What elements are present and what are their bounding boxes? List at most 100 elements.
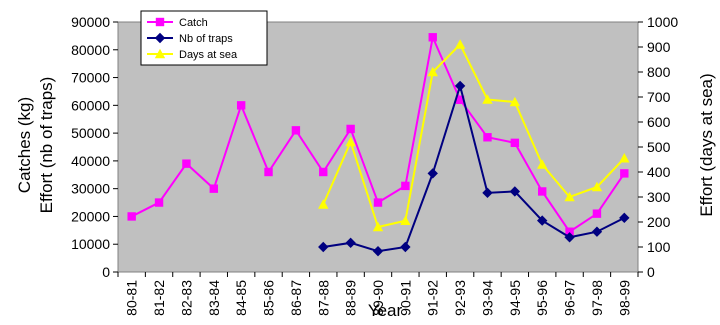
x-axis-title: Year bbox=[368, 301, 403, 320]
data-point bbox=[620, 169, 629, 178]
y-left-tick-label: 60000 bbox=[71, 97, 110, 113]
x-tick-label: 80-81 bbox=[124, 280, 140, 316]
y-left-tick-label: 50000 bbox=[71, 125, 110, 141]
y-right-tick-label: 200 bbox=[647, 214, 671, 230]
data-point bbox=[427, 168, 438, 179]
data-point bbox=[564, 232, 575, 243]
y-left-tick-label: 70000 bbox=[71, 70, 110, 86]
data-point bbox=[619, 212, 630, 224]
x-tick-label: 82-83 bbox=[178, 280, 194, 316]
x-tick-label: 85-86 bbox=[261, 280, 277, 316]
data-point bbox=[482, 187, 493, 199]
data-point bbox=[318, 199, 329, 209]
data-point bbox=[455, 95, 465, 104]
series-days-at-sea bbox=[318, 39, 630, 232]
legend-marker bbox=[154, 48, 166, 59]
y-right-tick-label: 900 bbox=[647, 39, 671, 55]
data-point bbox=[538, 187, 547, 196]
data-point bbox=[154, 198, 164, 207]
data-point bbox=[401, 181, 410, 191]
y-left-tick-label: 80000 bbox=[71, 42, 110, 58]
y-left-tick-label: 10000 bbox=[71, 236, 110, 252]
data-point bbox=[319, 167, 328, 177]
legend-item: Nb of traps bbox=[147, 32, 233, 45]
data-point bbox=[127, 212, 136, 221]
x-tick-label: 93-94 bbox=[479, 280, 495, 316]
x-tick-label: 89-90 bbox=[370, 280, 386, 316]
data-point bbox=[509, 96, 521, 107]
y-right-tick-label: 300 bbox=[647, 189, 671, 205]
data-point bbox=[428, 33, 437, 42]
data-point bbox=[509, 186, 521, 197]
legend-label: Days at sea bbox=[179, 49, 238, 61]
x-tick-label: 94-95 bbox=[507, 280, 523, 316]
data-point bbox=[372, 221, 384, 232]
legend-label: Catch bbox=[179, 17, 208, 29]
data-point bbox=[565, 227, 574, 236]
data-point bbox=[318, 241, 329, 253]
y-right-tick-label: 100 bbox=[647, 239, 671, 255]
data-point bbox=[291, 126, 301, 135]
legend-marker bbox=[154, 32, 166, 44]
data-point bbox=[537, 159, 548, 169]
data-point bbox=[591, 226, 603, 237]
y-right-tick-label: 800 bbox=[647, 64, 671, 80]
data-point bbox=[591, 181, 603, 192]
y-left-tick-label: 20000 bbox=[71, 208, 110, 224]
y-right-tick-label: 400 bbox=[647, 164, 671, 180]
data-point bbox=[454, 80, 466, 92]
data-point bbox=[482, 94, 493, 104]
series-line bbox=[323, 82, 625, 253]
data-point bbox=[345, 237, 356, 249]
x-tick-label: 84-85 bbox=[233, 280, 249, 316]
y-right-tick-label: 1000 bbox=[647, 14, 678, 30]
y-right-tick-label: 600 bbox=[647, 114, 671, 130]
data-point bbox=[182, 159, 191, 168]
axes: 0100002000030000400005000060000700008000… bbox=[71, 14, 678, 316]
legend-label: Nb of traps bbox=[179, 33, 233, 45]
data-point bbox=[346, 124, 355, 134]
legend-marker bbox=[155, 17, 165, 27]
x-tick-label: 81-82 bbox=[151, 280, 167, 316]
y-right-tick-label: 0 bbox=[647, 264, 655, 280]
series-line bbox=[322, 42, 626, 229]
data-point bbox=[400, 241, 411, 253]
data-point bbox=[373, 198, 383, 207]
y-left-tick-label: 0 bbox=[102, 264, 110, 280]
data-point bbox=[400, 215, 411, 225]
y-right-tick-label: 500 bbox=[647, 139, 671, 155]
y-axis-title-left-line1: Catches (kg) bbox=[15, 97, 34, 193]
x-tick-label: 88-89 bbox=[343, 280, 359, 316]
x-tick-label: 98-99 bbox=[616, 280, 632, 316]
data-point bbox=[564, 191, 575, 202]
legend-item: Days at sea bbox=[147, 48, 238, 61]
data-point bbox=[592, 209, 602, 218]
series-layer bbox=[127, 33, 630, 257]
data-point bbox=[537, 215, 548, 226]
data-point bbox=[483, 133, 492, 142]
data-point bbox=[209, 184, 218, 193]
data-point bbox=[510, 138, 520, 148]
x-tick-label: 87-88 bbox=[315, 280, 331, 316]
x-tick-label: 92-93 bbox=[452, 280, 468, 316]
x-tick-label: 97-98 bbox=[589, 280, 605, 316]
legend: Catch Nb of traps Days at sea bbox=[140, 10, 268, 66]
x-tick-label: 86-87 bbox=[288, 280, 304, 316]
data-point bbox=[427, 66, 438, 77]
series-nb-of-traps bbox=[318, 80, 630, 257]
series-catch bbox=[127, 33, 629, 236]
x-tick-label: 90-91 bbox=[397, 280, 413, 316]
legend-item: Catch bbox=[147, 17, 208, 29]
y-axis-title-left-line2: Effort (nb of traps) bbox=[37, 77, 56, 214]
y-left-tick-label: 30000 bbox=[71, 181, 110, 197]
data-point bbox=[264, 167, 273, 177]
x-tick-label: 95-96 bbox=[534, 280, 550, 316]
data-point bbox=[454, 39, 466, 49]
x-tick-label: 96-97 bbox=[562, 280, 578, 316]
y-right-tick-label: 700 bbox=[647, 89, 671, 105]
y-axis-title-right: Effort (days at sea) bbox=[697, 73, 716, 216]
data-point bbox=[372, 245, 384, 257]
y-left-tick-label: 90000 bbox=[71, 14, 110, 30]
